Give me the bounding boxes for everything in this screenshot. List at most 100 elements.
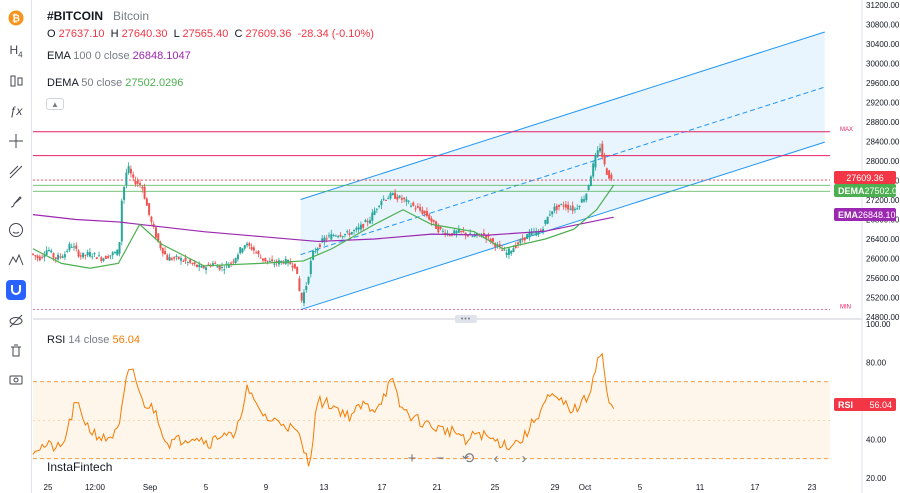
- candle-body: [289, 261, 292, 265]
- candle-body: [307, 276, 310, 284]
- candle-body: [45, 250, 48, 255]
- high-value: 27640.30: [121, 28, 168, 40]
- ema-tag-name: EMA: [838, 209, 858, 220]
- ema-price-tag: EMA 26848.10: [834, 208, 896, 221]
- candle-body: [264, 257, 267, 262]
- candle-body: [428, 214, 431, 220]
- candle-body: [234, 258, 237, 263]
- candle-body: [460, 230, 463, 232]
- candle-body: [300, 292, 303, 301]
- zoom-out-button[interactable]: −: [435, 449, 445, 467]
- time-tick-label: 25: [491, 483, 500, 492]
- candle-body: [471, 236, 474, 238]
- crosshair-icon[interactable]: [6, 131, 26, 151]
- h4-icon[interactable]: H4: [9, 42, 23, 60]
- candle-body: [537, 231, 540, 235]
- trend-tools-icon[interactable]: [6, 162, 26, 182]
- candle-body: [72, 246, 75, 248]
- candle-body: [578, 206, 581, 208]
- time-tick-label: 9: [264, 483, 269, 492]
- close-label: C: [234, 28, 243, 40]
- candle-body: [353, 230, 356, 232]
- trash-icon[interactable]: [6, 341, 26, 361]
- candle-body: [605, 168, 608, 175]
- scroll-left-button[interactable]: ‹: [493, 449, 499, 467]
- brand-watermark: InstaFintech: [47, 460, 113, 474]
- candle-body: [47, 250, 50, 252]
- pane-resize-handle[interactable]: •••: [455, 315, 477, 323]
- candle-body: [350, 232, 353, 235]
- candle-body: [332, 235, 335, 237]
- candle-body: [84, 254, 87, 256]
- bar-style-icon[interactable]: [6, 71, 26, 91]
- candle-body: [473, 235, 476, 237]
- open-label: O: [47, 28, 56, 40]
- candle-body: [314, 251, 317, 253]
- rsi-tick-label: 20.00: [866, 474, 887, 483]
- candle-body: [330, 234, 333, 240]
- candle-body: [166, 255, 169, 261]
- emoji-icon[interactable]: [6, 220, 26, 240]
- scroll-right-button[interactable]: ›: [521, 449, 527, 467]
- dema-legend[interactable]: DEMA 50 close 27502.0296: [47, 77, 183, 89]
- collapse-legend-button[interactable]: ▲: [46, 98, 64, 110]
- price-tick-label: 24800.00: [866, 313, 900, 322]
- candle-body: [485, 235, 488, 240]
- candle-body: [293, 263, 296, 269]
- time-tick-label: 12:00: [85, 483, 106, 492]
- candle-body: [441, 230, 444, 232]
- candle-body: [252, 247, 255, 251]
- candle-body: [539, 229, 542, 231]
- eye-off-icon[interactable]: [6, 311, 26, 331]
- candle-body: [77, 250, 80, 257]
- candle-body: [421, 210, 424, 214]
- candle-body: [610, 174, 613, 180]
- candle-body: [129, 168, 132, 174]
- candle-body: [150, 216, 153, 222]
- close-value: 27609.36: [245, 28, 292, 40]
- candle-body: [507, 248, 510, 255]
- candle-body: [517, 242, 520, 245]
- candle-body: [191, 263, 194, 265]
- camera-icon[interactable]: [6, 369, 26, 389]
- pattern-icon[interactable]: [6, 250, 26, 270]
- candle-body: [364, 220, 367, 223]
- zoom-in-button[interactable]: +: [407, 449, 417, 467]
- candle-body: [334, 235, 337, 237]
- rsi-legend[interactable]: RSI 14 close 56.04: [47, 334, 140, 346]
- candle-body: [346, 231, 349, 233]
- candle-body: [555, 205, 558, 210]
- candle-body: [601, 143, 604, 158]
- candle-body: [546, 216, 549, 224]
- price-tick-label: 29200.00: [866, 99, 900, 108]
- candle-body: [173, 257, 176, 259]
- bitcoin-icon[interactable]: ₿: [6, 8, 26, 28]
- rsi-band-fill: [33, 381, 830, 459]
- candle-body: [410, 205, 413, 207]
- candle-body: [175, 255, 178, 257]
- candle-body: [104, 256, 107, 259]
- candle-body: [382, 198, 385, 200]
- candle-body: [510, 250, 513, 254]
- candle-body: [214, 262, 217, 264]
- fx-icon[interactable]: ƒx: [9, 104, 23, 118]
- brush-icon[interactable]: [6, 192, 26, 212]
- candle-body: [189, 259, 192, 263]
- magnet-icon[interactable]: [6, 280, 26, 300]
- high-label: H: [110, 28, 119, 40]
- candle-body: [453, 230, 456, 235]
- time-tick-label: 21: [433, 483, 442, 492]
- candle-body: [79, 255, 82, 257]
- candle-body: [589, 176, 592, 186]
- candle-body: [312, 250, 315, 260]
- candle-body: [134, 180, 137, 185]
- ohlc-legend: O 27637.10 H 27640.30 L 27565.40 C 27609…: [47, 28, 374, 40]
- price-tick-label: 30800.00: [866, 21, 900, 30]
- rsi-tick-label: 100.00: [866, 320, 891, 329]
- ema-legend[interactable]: EMA 100 0 close 26848.1047: [47, 50, 191, 62]
- candle-body: [457, 229, 460, 233]
- candle-body: [419, 207, 422, 211]
- time-tick-label: 5: [638, 483, 643, 492]
- reset-chart-button[interactable]: ⟲: [461, 450, 475, 467]
